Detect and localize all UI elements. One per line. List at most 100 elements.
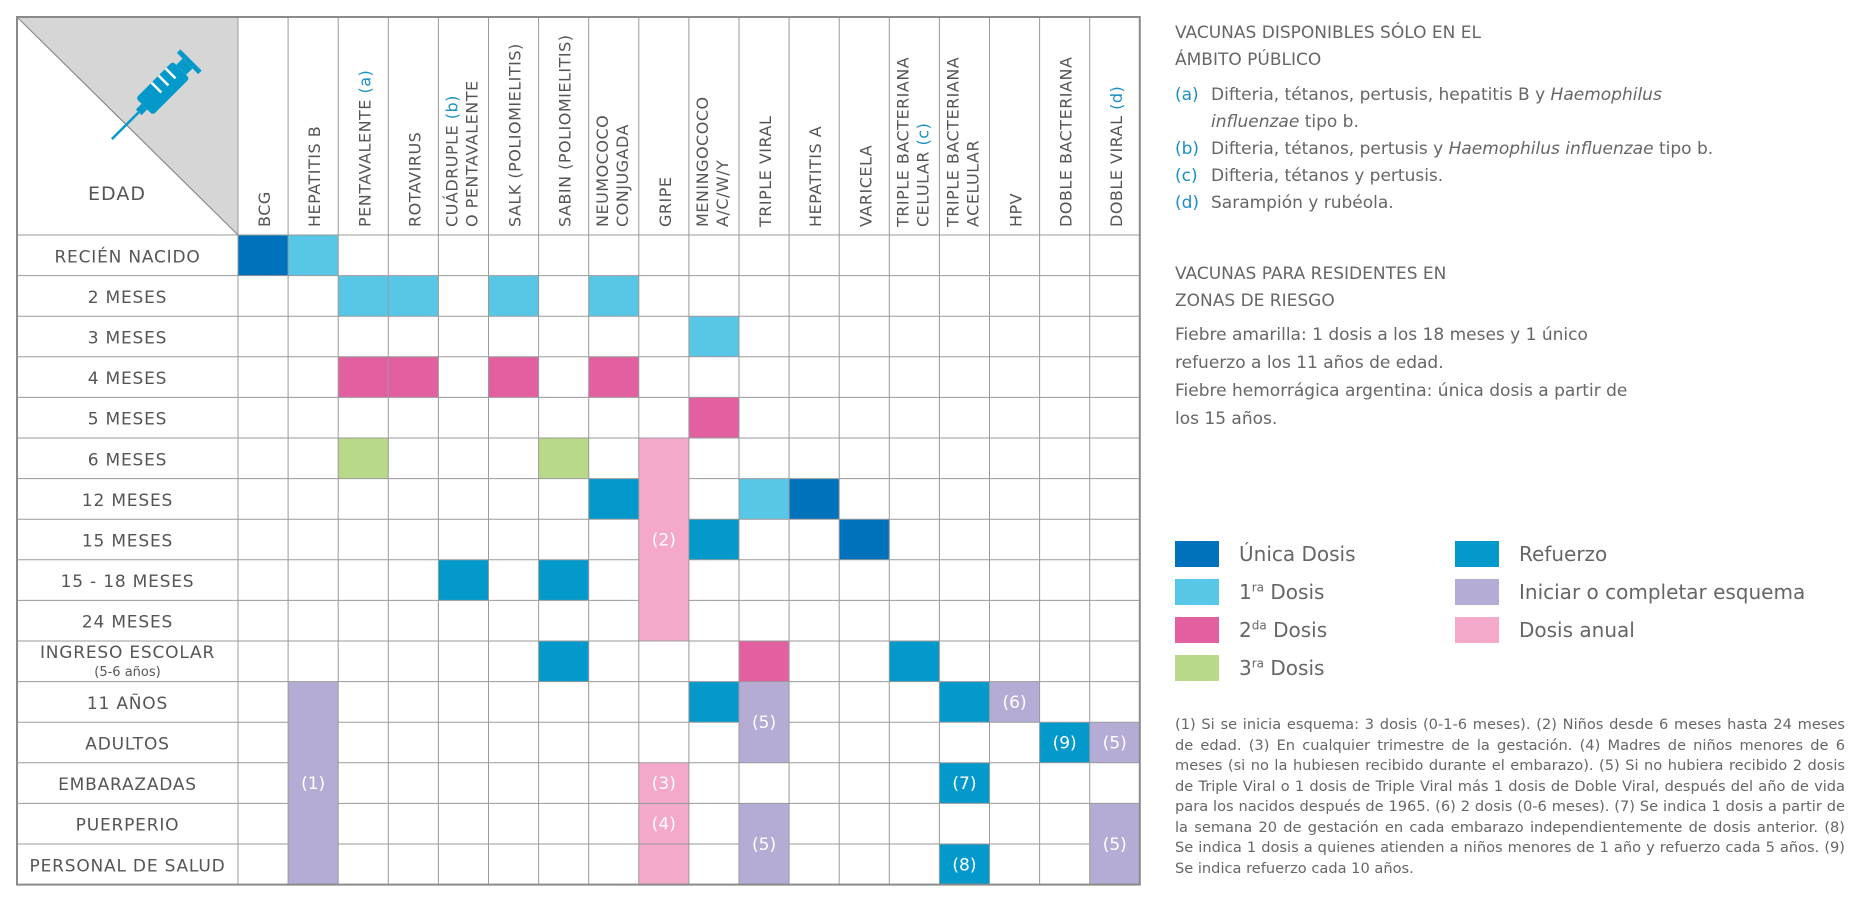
syringe-part — [164, 67, 177, 80]
legend-rest: Dosis — [1264, 580, 1325, 604]
age-label: PERSONAL DE SALUD — [30, 856, 226, 876]
note-a: (a) Difteria, tétanos, pertusis, hepatit… — [1175, 82, 1855, 136]
note-text-italic: influenzae — [1211, 112, 1300, 132]
legend-label-anual: Dosis anual — [1519, 618, 1635, 642]
schedule-cell-tercera — [338, 438, 389, 479]
schedule-cell-unica — [238, 235, 289, 276]
schedule-cell-iniciar — [739, 681, 790, 763]
schedule-cell-primera — [388, 275, 439, 317]
schedule-cell-refuerzo — [939, 844, 990, 885]
syringe-part — [150, 81, 163, 94]
schedule-cell-refuerzo — [588, 478, 639, 520]
vaccine-header: MENINGOCOCO — [693, 96, 712, 227]
legend-label-primera: 1ra Dosis — [1239, 580, 1324, 604]
schedule-cell-iniciar — [288, 681, 339, 885]
legend-swatch-refuerzo — [1455, 541, 1499, 567]
vaccine-header: TRIPLE VIRAL — [756, 116, 775, 228]
note-key: (a) — [1175, 85, 1199, 105]
legend-primera: 1ra Dosis — [1175, 579, 1324, 605]
legend-label-refuerzo: Refuerzo — [1519, 542, 1608, 566]
table-border — [16, 16, 1141, 886]
schedule-cell-refuerzo — [939, 681, 990, 723]
note-text: Difteria, tétanos y pertusis. — [1211, 166, 1444, 186]
schedule-cell-unica — [789, 478, 840, 520]
cell-footnote-label: (5) — [1103, 835, 1127, 855]
age-label: PUERPERIO — [76, 816, 180, 836]
risk-zones-section: VACUNAS PARA RESIDENTES EN ZONAS DE RIES… — [1175, 261, 1855, 433]
legend-tercera: 3ra Dosis — [1175, 655, 1324, 681]
age-label: 6 MESES — [88, 450, 168, 470]
cell-footnote-label: (6) — [1003, 693, 1027, 713]
legend-iniciar: Iniciar o completar esquema — [1455, 579, 1805, 605]
public-only-title-line2: ÁMBITO PÚBLICO — [1175, 50, 1322, 70]
vaccine-header: HEPATITIS A — [806, 126, 825, 227]
legend-refuerzo: Refuerzo — [1455, 541, 1607, 567]
legend-segunda: 2da Dosis — [1175, 617, 1327, 643]
age-label: 4 MESES — [88, 369, 168, 389]
vaccine-header: TRIPLE BACTERIANA — [893, 57, 912, 228]
note-text-part: tipo b. — [1653, 139, 1714, 159]
schedule-cell-iniciar — [739, 803, 790, 885]
schedule-cell-iniciar — [1089, 803, 1140, 885]
legend-anual: Dosis anual — [1455, 617, 1635, 643]
note-c: (c) Difteria, tétanos y pertusis. — [1175, 163, 1855, 190]
legend-label-unica: Única Dosis — [1239, 542, 1356, 566]
schedule-cell-primera — [338, 275, 389, 317]
schedule-cell-anual — [638, 438, 689, 641]
vaccine-header: PENTAVALENTE (a) — [355, 70, 374, 227]
risk-line: los 15 años. — [1175, 409, 1278, 429]
legend-unica: Única Dosis — [1175, 541, 1356, 567]
schedule-cell-primera — [688, 316, 739, 357]
legend-label-tercera: 3ra Dosis — [1239, 656, 1324, 680]
vaccine-header-line2: ACELULAR — [963, 140, 982, 227]
syringe-part — [137, 62, 189, 114]
syringe-part — [176, 49, 202, 75]
schedule-cell-segunda — [739, 641, 790, 682]
schedule-cell-refuerzo — [688, 681, 739, 723]
age-label: 24 MESES — [82, 613, 173, 633]
schedule-cell-primera — [488, 275, 539, 317]
schedule-cell-refuerzo — [438, 559, 489, 601]
schedule-cell-primera — [588, 275, 639, 317]
age-label: 15 - 18 MESES — [61, 572, 195, 592]
cell-footnote-label: (5) — [752, 835, 776, 855]
schedule-cell-anual — [638, 803, 689, 844]
schedule-cell-segunda — [588, 356, 639, 398]
schedule-cell-tercera — [538, 438, 589, 479]
legend-swatch-anual — [1455, 617, 1499, 643]
age-label: ADULTOS — [85, 735, 169, 755]
risk-zones-title-line1: VACUNAS PARA RESIDENTES EN — [1175, 264, 1447, 284]
cell-footnote-label: (4) — [652, 815, 676, 835]
schedule-cell-refuerzo — [538, 641, 589, 682]
cell-footnote-label: (2) — [652, 531, 676, 551]
legend-rest: Dosis — [1264, 656, 1325, 680]
header-diagonal — [16, 16, 239, 236]
note-key: (c) — [1175, 166, 1198, 186]
risk-line: refuerzo a los 11 años de edad. — [1175, 353, 1444, 373]
schedule-cell-segunda — [488, 356, 539, 398]
syringe-part — [157, 74, 170, 87]
age-header: EDAD — [88, 183, 146, 205]
schedule-cell-refuerzo — [889, 641, 940, 682]
cell-footnote-label: (9) — [1053, 734, 1077, 754]
age-label: 2 MESES — [88, 288, 168, 308]
public-only-section: VACUNAS DISPONIBLES SÓLO EN EL ÁMBITO PÚ… — [1175, 20, 1855, 217]
vaccine-header: HEPATITIS B — [305, 126, 324, 227]
age-sublabel: (5-6 años) — [94, 665, 160, 680]
legend-swatch-segunda — [1175, 617, 1219, 643]
vaccine-header: DOBLE VIRAL (d) — [1107, 86, 1126, 227]
age-label: 11 AÑOS — [87, 692, 168, 714]
legend-label-iniciar: Iniciar o completar esquema — [1519, 580, 1806, 604]
age-label: 15 MESES — [82, 532, 173, 552]
note-text-italic: Haemophilus influenzae — [1448, 139, 1654, 159]
note-text: Difteria, tétanos, pertusis, hepatitis B… — [1211, 82, 1855, 136]
schedule-cell-anual — [638, 844, 689, 885]
schedule-cell-iniciar — [989, 681, 1040, 723]
legend-swatch-primera — [1175, 579, 1219, 605]
vaccine-header: CUÁDRUPLE (b) — [442, 95, 461, 227]
vaccine-header: SALK (POLIOMIELITIS) — [506, 43, 525, 227]
legend-swatch-unica — [1175, 541, 1219, 567]
footnotes: (1) Si se inicia esquema: 3 dosis (0-1-6… — [1175, 716, 1845, 877]
note-d: (d) Sarampión y rubéola. — [1175, 190, 1855, 217]
note-text-part: Difteria, tétanos, pertusis, hepatitis B… — [1211, 85, 1551, 105]
